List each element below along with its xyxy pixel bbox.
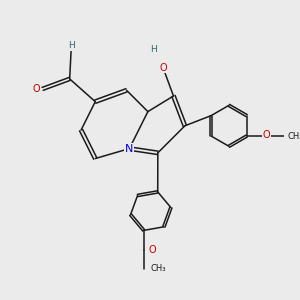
Text: CH₃: CH₃ [287, 132, 300, 141]
Text: O: O [33, 84, 40, 94]
Text: H: H [150, 44, 157, 53]
Text: CH₃: CH₃ [150, 264, 166, 273]
Text: O: O [263, 130, 270, 140]
Text: O: O [160, 62, 167, 73]
Text: H: H [68, 41, 74, 50]
Text: N: N [125, 144, 134, 154]
Text: O: O [148, 245, 156, 255]
